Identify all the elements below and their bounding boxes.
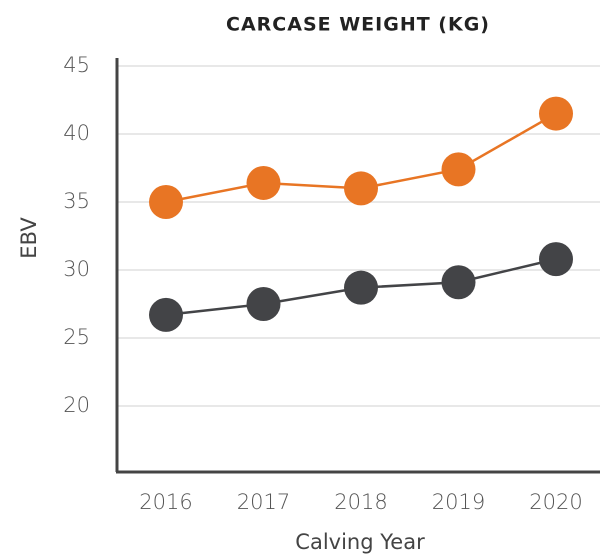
data-point (149, 297, 183, 332)
x-tick-label: 2016 (139, 490, 192, 514)
y-tick-label: 45 (63, 53, 90, 77)
data-point (246, 165, 281, 200)
data-point (149, 185, 183, 219)
x-tick-label: 2017 (237, 490, 290, 514)
data-point (344, 171, 378, 206)
y-tick-label: 35 (63, 189, 90, 213)
y-axis-label: EBV (17, 217, 41, 259)
y-tick-label: 30 (63, 257, 90, 281)
data-point (441, 265, 476, 300)
y-tick-label: 40 (63, 121, 90, 145)
x-tick-label: 2020 (529, 490, 582, 514)
data-point (344, 270, 378, 305)
data-point (539, 242, 573, 277)
x-axis-label: Calving Year (295, 530, 425, 554)
x-tick-label: 2018 (334, 490, 387, 514)
x-tick-label: 2019 (432, 490, 485, 514)
y-tick-label: 20 (63, 393, 90, 417)
grid (117, 65, 600, 407)
data-point (246, 287, 281, 321)
data-point (539, 96, 573, 131)
data-point (441, 152, 476, 187)
chart-title: CARCASE WEIGHT (KG) (226, 14, 490, 36)
y-tick-label: 25 (63, 325, 90, 349)
